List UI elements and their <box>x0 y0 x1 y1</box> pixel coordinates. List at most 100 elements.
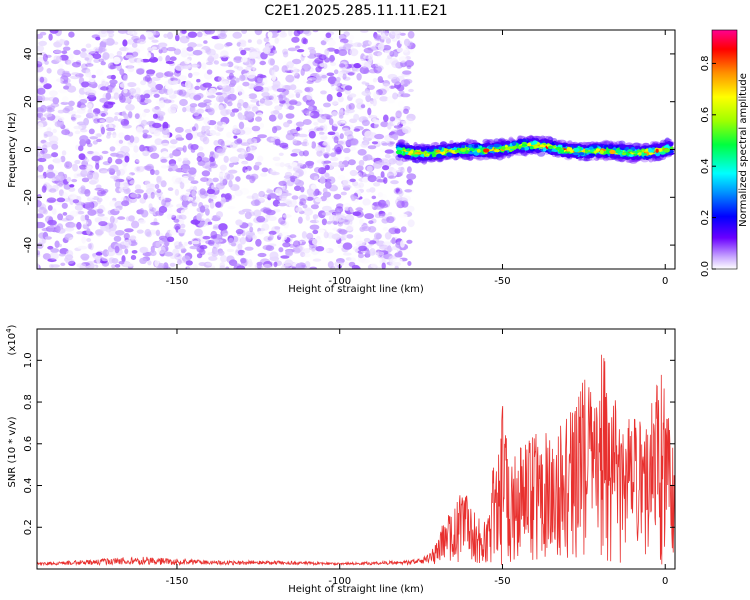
heatmap-noise-cell <box>338 114 344 119</box>
heatmap-noise-cell <box>268 95 274 101</box>
heatmap-noise-cell <box>242 81 250 87</box>
heatmap-noise-cell <box>193 94 202 101</box>
heatmap-noise-cell <box>315 246 325 252</box>
heatmap-noise-cell <box>55 40 61 47</box>
heatmap-signal-cell <box>621 144 626 148</box>
heatmap-noise-cell <box>302 109 308 114</box>
heatmap-noise-cell <box>114 180 121 188</box>
heatmap-noise-cell <box>379 258 388 265</box>
heatmap-noise-cell <box>206 89 213 97</box>
heatmap-noise-cell <box>323 140 328 146</box>
heatmap-noise-cell <box>78 164 88 170</box>
heatmap-noise-cell <box>253 209 262 217</box>
heatmap-noise-cell <box>395 198 401 205</box>
heatmap-signal-cell <box>599 149 604 155</box>
heatmap-noise-cell <box>122 166 127 174</box>
heatmap-noise-cell <box>62 46 71 51</box>
heatmap-noise-cell <box>58 63 64 69</box>
heatmap-noise-cell <box>192 49 203 56</box>
heatmap-noise-cell <box>394 252 403 258</box>
heatmap-noise-cell <box>44 60 49 65</box>
heatmap-noise-cell <box>348 257 356 263</box>
heatmap-noise-cell <box>210 239 220 243</box>
heatmap-noise-cell <box>344 110 350 116</box>
heatmap-noise-cell <box>221 90 232 95</box>
heatmap-noise-cell <box>242 166 248 173</box>
heatmap-noise-cell <box>323 248 330 253</box>
heatmap-noise-cell <box>47 164 55 171</box>
heatmap-noise-cell <box>344 223 354 231</box>
heatmap-noise-cell <box>278 247 284 253</box>
heatmap-signal-cell <box>405 145 410 148</box>
heatmap-noise-cell <box>192 71 200 76</box>
heatmap-noise-cell <box>186 46 194 52</box>
heatmap-noise-cell <box>54 225 61 233</box>
heatmap-noise-cell <box>196 156 202 162</box>
heatmap-noise-cell <box>125 216 131 222</box>
heatmap-signal-halo-cell <box>603 141 611 145</box>
heatmap-noise-cell <box>218 223 228 231</box>
heatmap-noise-cell <box>128 55 137 64</box>
heatmap-noise-cell <box>371 195 377 200</box>
heatmap-noise-cell <box>154 169 160 176</box>
heatmap-noise-cell <box>49 188 57 193</box>
heatmap-noise-cell <box>314 146 322 152</box>
heatmap-noise-cell <box>217 81 227 89</box>
heatmap-noise-cell <box>328 197 335 204</box>
heatmap-noise-cell <box>184 58 191 65</box>
heatmap-noise-cell <box>239 74 246 82</box>
heatmap-noise-cell <box>84 57 90 61</box>
heatmap-noise-cell <box>112 131 117 138</box>
heatmap-noise-cell <box>337 140 347 146</box>
heatmap-noise-cell <box>150 87 159 93</box>
heatmap-noise-cell <box>96 138 102 143</box>
heatmap-noise-cell <box>96 189 107 197</box>
heatmap-noise-cell <box>84 202 94 211</box>
heatmap-noise-cell <box>233 135 238 139</box>
heatmap-noise-cell <box>43 113 53 118</box>
heatmap-noise-cell <box>151 46 158 50</box>
heatmap-noise-cell <box>244 66 251 71</box>
heatmap-noise-cell <box>287 93 295 99</box>
heatmap-noise-cell <box>53 157 62 165</box>
heatmap-signal-cell <box>634 155 639 159</box>
heatmap-noise-cell <box>205 61 213 66</box>
heatmap-noise-cell <box>166 47 176 52</box>
heatmap-noise-cell <box>184 80 192 89</box>
heatmap-noise-cell <box>105 92 112 100</box>
heatmap-signal-halo-cell <box>449 140 454 145</box>
heatmap-signal-cell <box>409 146 417 149</box>
heatmap-noise-cell <box>118 261 125 265</box>
heatmap-noise-cell <box>384 134 393 142</box>
heatmap-noise-cell <box>204 165 212 170</box>
heatmap-noise-cell <box>398 166 404 171</box>
heatmap-noise-cell <box>169 56 177 61</box>
heatmap-noise-cell <box>240 49 247 56</box>
heatmap-noise-cell <box>389 50 395 57</box>
heatmap-noise-cell <box>253 164 260 171</box>
heatmap-signal-cell <box>427 148 435 152</box>
heatmap-noise-cell <box>321 74 327 79</box>
heatmap-noise-cell <box>341 127 350 133</box>
heatmap-noise-cell <box>368 68 378 74</box>
heatmap-noise-cell <box>139 257 148 264</box>
heatmap-noise-cell <box>342 252 352 256</box>
heatmap-signal-cell <box>422 157 428 161</box>
heatmap-noise-cell <box>191 240 200 245</box>
heatmap-noise-cell <box>394 265 399 269</box>
heatmap-noise-cell <box>200 157 210 163</box>
heatmap-noise-cell <box>382 80 390 87</box>
heatmap-noise-cell <box>245 169 250 174</box>
heatmap-noise-cell <box>263 261 273 268</box>
heatmap-noise-cell <box>96 255 101 264</box>
heatmap-signal-cell <box>579 144 586 148</box>
heatmap-noise-cell <box>311 141 317 149</box>
heatmap-signal-cell <box>433 157 437 160</box>
heatmap-noise-cell <box>57 109 65 114</box>
heatmap-noise-cell <box>300 238 308 243</box>
heatmap-noise-cell <box>153 93 160 98</box>
heatmap-noise-cell <box>347 206 353 214</box>
heatmap-noise-cell <box>267 31 273 38</box>
heatmap-noise-cell <box>237 99 244 107</box>
heatmap-noise-cell <box>305 207 312 212</box>
